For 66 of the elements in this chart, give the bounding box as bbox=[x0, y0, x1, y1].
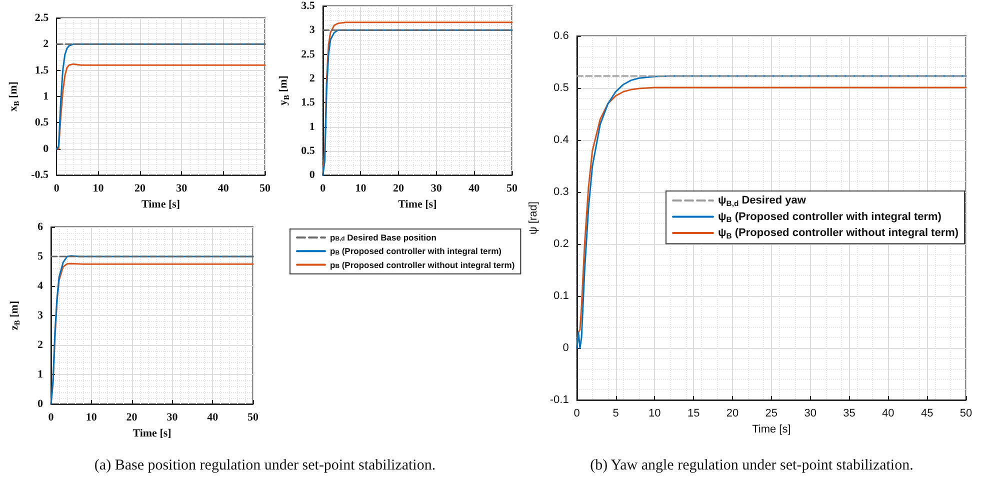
x-tick-label: 10 bbox=[648, 408, 661, 420]
y-axis-title: ψ [rad] bbox=[528, 202, 540, 234]
x-tick-label: 30 bbox=[166, 412, 178, 424]
y-tick-label: 2.5 bbox=[301, 48, 316, 60]
x-tick-label: 0 bbox=[574, 408, 580, 420]
y-tick-label: 2 bbox=[309, 72, 316, 84]
x-tick-label: 20 bbox=[726, 408, 739, 420]
x-axis-title: Time [s] bbox=[398, 198, 437, 210]
x-tick-label: 0 bbox=[54, 182, 60, 195]
x-tick-label: 35 bbox=[843, 408, 856, 420]
y-tick-label: 0.4 bbox=[554, 134, 569, 146]
y-tick-label: 0.2 bbox=[554, 238, 569, 250]
x-tick-label: 20 bbox=[134, 182, 146, 195]
x-axis-title: Time [s] bbox=[141, 198, 180, 210]
x-axis-title: Time [s] bbox=[132, 427, 172, 440]
y-tick-label: 0.5 bbox=[301, 144, 316, 157]
y-tick-label: 0.3 bbox=[554, 186, 569, 198]
y-tick-label: 4 bbox=[38, 280, 44, 292]
y-tick-label: -0.5 bbox=[31, 169, 50, 182]
x-tick-label: 10 bbox=[86, 412, 98, 424]
x-tick-label: 50 bbox=[248, 412, 259, 424]
x-tick-label: 40 bbox=[882, 408, 894, 420]
text: (a) Base position regulation under set-point stabilization. bbox=[94, 458, 436, 474]
x-tick-label: 40 bbox=[218, 182, 230, 195]
x-tick-label: 25 bbox=[765, 408, 778, 420]
x-tick-label: 30 bbox=[804, 408, 816, 420]
y-tick-label: 0.5 bbox=[34, 116, 50, 129]
y-tick-label: 1.5 bbox=[301, 96, 316, 109]
y-tick-label: 0 bbox=[38, 398, 44, 410]
text: (b) Yaw angle regulation under set-point stabilization. bbox=[590, 458, 914, 474]
line-series bbox=[56, 63, 266, 150]
y-tick-label: -0.1 bbox=[550, 394, 569, 406]
y-tick-label: 6 bbox=[38, 221, 44, 233]
x-tick-label: 30 bbox=[430, 182, 442, 195]
x-tick-label: 30 bbox=[176, 182, 188, 195]
y-tick-label: 3 bbox=[309, 24, 316, 36]
x-tick-label: 10 bbox=[92, 182, 104, 195]
x-tick-label: 10 bbox=[355, 182, 367, 195]
y-tick-label: 0.5 bbox=[554, 82, 569, 94]
y-tick-label: 0 bbox=[562, 342, 569, 354]
x-tick-label: 45 bbox=[920, 408, 934, 420]
x-tick-label: 0 bbox=[320, 182, 326, 195]
y-tick-label: 0 bbox=[309, 169, 316, 182]
y-tick-label: 3 bbox=[38, 310, 44, 322]
x-tick-label: 50 bbox=[960, 408, 972, 420]
x-tick-label: 40 bbox=[468, 182, 480, 195]
y-tick-label: 2.5 bbox=[34, 12, 50, 24]
x-tick-label: 50 bbox=[506, 182, 518, 195]
y-tick-label: 1 bbox=[43, 90, 49, 103]
x-tick-label: 20 bbox=[126, 412, 138, 424]
y-tick-label: 2 bbox=[38, 339, 44, 351]
x-tick-label: 50 bbox=[260, 182, 271, 195]
y-tick-label: 0.1 bbox=[554, 290, 569, 302]
x-tick-label: 40 bbox=[207, 412, 219, 424]
y-tick-label: 5 bbox=[38, 250, 44, 262]
y-tick-label: 0.6 bbox=[554, 30, 569, 42]
y-tick-label: 0 bbox=[43, 142, 50, 155]
y-tick-label: 1 bbox=[309, 120, 315, 133]
x-tick-label: 5 bbox=[612, 408, 619, 420]
y-tick-label: 2 bbox=[43, 38, 50, 50]
x-axis-title: Time [s] bbox=[752, 423, 791, 436]
x-tick-label: 15 bbox=[687, 408, 700, 420]
y-tick-label: 1.5 bbox=[34, 64, 50, 76]
x-tick-label: 20 bbox=[393, 182, 405, 195]
y-tick-label: 3.5 bbox=[301, 0, 316, 12]
y-tick-label: 1 bbox=[38, 368, 43, 380]
